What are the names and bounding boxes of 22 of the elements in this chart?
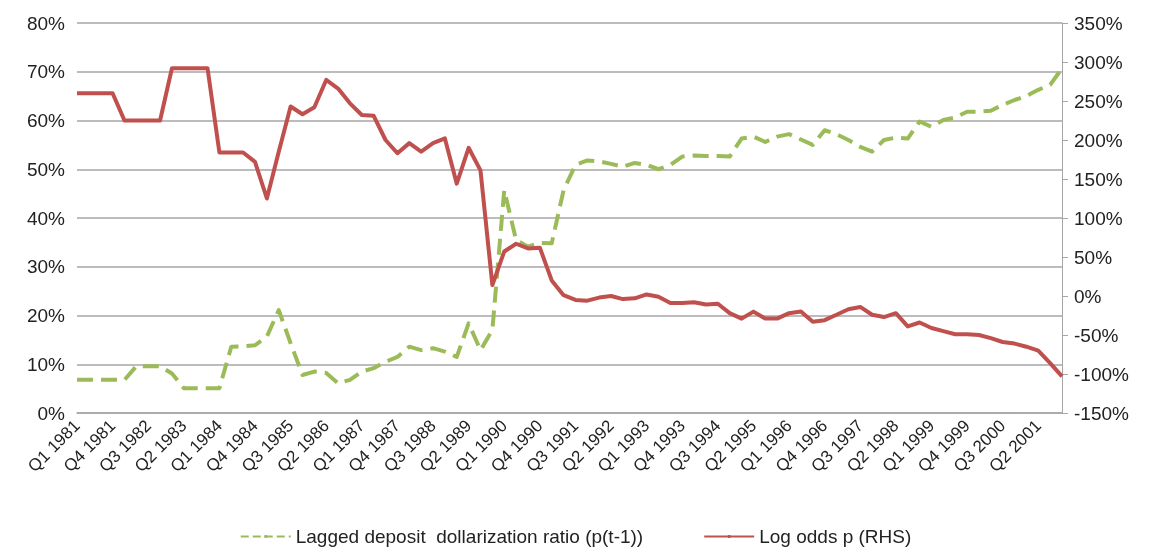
y-tick-label: 70% [26, 61, 66, 83]
y-tick-label: 60% [26, 110, 66, 131]
y2-tick-label: 200% [1074, 129, 1123, 151]
y2-tick-label: 50% [1074, 246, 1113, 268]
y-tick-label: 0% [37, 402, 66, 424]
y-tick-label: 50% [26, 158, 66, 180]
y2-tick-label: 250% [1074, 90, 1123, 112]
y-tick-label: 40% [26, 207, 66, 229]
y-tick-label: 30% [26, 256, 66, 278]
y2-tick-label: 300% [1074, 51, 1123, 73]
y2-tick-label: 0% [1074, 285, 1102, 307]
y2-tick-label: 100% [1074, 207, 1123, 229]
y-tick-label: 80% [26, 12, 66, 34]
y2-tick-label: -100% [1074, 363, 1130, 385]
y2-tick-label: 350% [1074, 12, 1123, 34]
y2-tick-label: -50% [1074, 324, 1119, 346]
y-tick-label: 20% [26, 305, 66, 326]
y2-tick-label: 150% [1074, 168, 1123, 190]
legend-label: Log odds p (RHS) [759, 526, 912, 547]
y-tick-label: 10% [26, 353, 66, 375]
y2-tick-label: -150% [1074, 402, 1130, 424]
legend-label: Lagged deposit dollarization ratio (p(t-1)) [295, 526, 644, 547]
